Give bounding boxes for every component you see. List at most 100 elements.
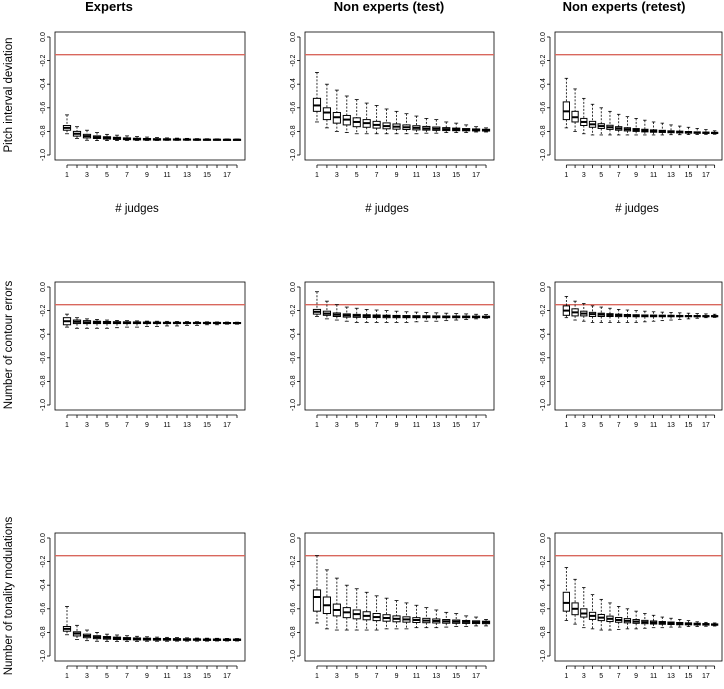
x-tick-label: 7 <box>375 673 379 680</box>
box-judges-16 <box>462 313 471 320</box>
x-tick-label: 13 <box>432 172 440 179</box>
box-judges-9 <box>142 136 152 141</box>
x-tick-label: 9 <box>634 673 638 680</box>
box-judges-9 <box>632 310 640 323</box>
y-tick-label: -0.6 <box>540 102 547 114</box>
x-tick-label: 1 <box>564 673 568 680</box>
box-judges-8 <box>623 309 632 323</box>
column-title-non-experts-retest: Non experts (retest) <box>563 0 686 14</box>
y-tick-label: -1.0 <box>540 149 547 161</box>
box-judges-15 <box>202 321 212 326</box>
y-tick-label: -0.8 <box>40 375 47 387</box>
y-tick-label: -0.2 <box>540 304 547 316</box>
x-tick-label: 11 <box>413 422 420 429</box>
y-tick-label: 0.0 <box>540 533 547 543</box>
x-tick-label: 7 <box>375 172 379 179</box>
x-tick-label: 9 <box>395 172 399 179</box>
panel-contour-experts: 0.0-0.2-0.4-0.6-0.8-1.01 3 5 7 9 11 13 15 17 <box>40 281 246 429</box>
box-judges-18 <box>232 138 242 141</box>
x-tick-label: 13 <box>667 172 675 179</box>
x-tick-label: 13 <box>432 422 440 429</box>
y-tick-label: -0.2 <box>540 555 547 567</box>
box-judges-16 <box>212 637 222 642</box>
box-judges-1 <box>62 606 72 636</box>
box-judges-12 <box>422 312 431 322</box>
box-judges-12 <box>658 122 666 136</box>
panel-contour-non-experts-test: 0.0-0.2-0.4-0.6-0.8-1.01 3 5 7 9 11 13 15 17 <box>290 281 495 429</box>
box-judges-4 <box>92 319 102 329</box>
box-judges-1 <box>562 296 571 319</box>
box-judges-9 <box>632 118 640 136</box>
box-judges-9 <box>392 310 401 323</box>
x-tick-label: 3 <box>85 422 89 429</box>
x-axis-label-non-experts-test: # judges <box>365 203 409 215</box>
box-judges-14 <box>192 637 202 642</box>
row-label-pitch-interval-deviation: Pitch interval deviation <box>3 37 15 152</box>
x-tick-label: 3 <box>85 172 89 179</box>
box-judges-3 <box>332 304 341 321</box>
box-judges-3 <box>82 129 92 141</box>
x-tick-label: 9 <box>395 673 399 680</box>
box-judges-6 <box>112 134 122 142</box>
y-tick-label: -0.6 <box>540 352 547 364</box>
box-judges-16 <box>212 138 222 141</box>
x-tick-label: 9 <box>395 422 399 429</box>
x-tick-label: 5 <box>105 673 109 680</box>
x-tick-label: 17 <box>702 172 710 179</box>
box-judges-12 <box>172 137 182 141</box>
box-judges-17 <box>472 126 481 133</box>
box-judges-11 <box>649 121 658 136</box>
x-tick-label: 9 <box>634 422 638 429</box>
box-judges-17 <box>472 313 481 320</box>
box-judges-3 <box>580 587 588 629</box>
x-tick-label: 7 <box>375 422 379 429</box>
y-tick-label: -0.6 <box>290 352 297 364</box>
box-judges-18 <box>232 321 242 325</box>
y-tick-label: -1.0 <box>540 399 547 411</box>
box-judges-5 <box>352 99 361 135</box>
plot-frame <box>304 31 495 161</box>
x-tick-label: 11 <box>413 172 420 179</box>
y-tick-label: 0.0 <box>40 32 47 42</box>
box-judges-6 <box>606 307 614 323</box>
box-judges-4 <box>588 103 597 136</box>
box-judges-16 <box>693 313 701 319</box>
box-judges-2 <box>72 126 82 139</box>
y-tick-label: -0.8 <box>290 125 297 137</box>
box-judges-9 <box>392 110 401 135</box>
box-judges-12 <box>422 118 431 134</box>
box-judges-2 <box>72 624 82 640</box>
y-tick-label: -1.0 <box>40 650 47 662</box>
box-judges-14 <box>676 125 684 136</box>
x-tick-label: 9 <box>145 172 149 179</box>
box-judges-5 <box>102 319 112 329</box>
box-judges-7 <box>122 635 132 642</box>
box-judges-4 <box>588 594 597 630</box>
box-judges-4 <box>92 632 102 642</box>
box-judges-11 <box>162 137 172 141</box>
x-tick-label: 13 <box>183 673 191 680</box>
x-tick-label: 5 <box>599 673 603 680</box>
box-judges-7 <box>372 105 381 135</box>
x-tick-label: 11 <box>650 422 657 429</box>
x-tick-label: 5 <box>105 422 109 429</box>
x-tick-label: 15 <box>685 172 693 179</box>
box-judges-10 <box>152 320 162 327</box>
plot-frame <box>554 31 723 161</box>
y-tick-label: -1.0 <box>40 149 47 161</box>
y-tick-label: -0.2 <box>290 54 297 66</box>
box-judges-8 <box>132 136 142 141</box>
y-tick-label: 0.0 <box>540 282 547 292</box>
box-judges-2 <box>571 578 579 625</box>
interquartile-box <box>322 107 331 121</box>
x-tick-label: 17 <box>223 673 231 680</box>
x-tick-label: 11 <box>163 673 170 680</box>
x-tick-label: 5 <box>355 422 359 429</box>
box-judges-15 <box>202 637 212 642</box>
box-judges-16 <box>693 621 701 627</box>
box-judges-4 <box>342 306 351 322</box>
box-judges-1 <box>312 291 322 317</box>
box-judges-16 <box>212 321 222 326</box>
x-tick-label: 15 <box>203 673 211 680</box>
x-tick-label: 5 <box>599 172 603 179</box>
